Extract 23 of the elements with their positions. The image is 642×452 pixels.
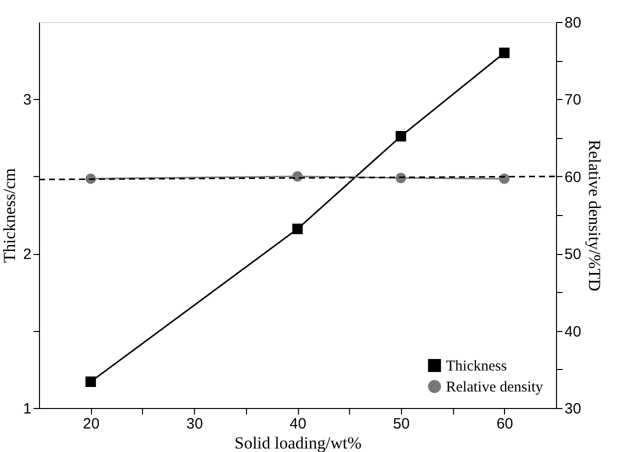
- y2-tick-label: 30: [564, 400, 582, 418]
- x-tick-label: 30: [186, 416, 203, 432]
- y-tick-label: 1: [23, 400, 32, 418]
- y-tick-label: 2: [23, 246, 32, 264]
- y-tick-label: 3: [23, 92, 32, 109]
- x-axis-title: Solid loading/wt%: [234, 434, 362, 452]
- y2-axis-title: Relative density/%TD: [585, 140, 604, 292]
- x-tick-label: 50: [393, 416, 410, 432]
- point: [499, 48, 510, 58]
- legend-label: Relative density: [446, 380, 544, 396]
- y2-tick-label: 40: [564, 323, 582, 340]
- x-tick-label: 60: [496, 416, 514, 432]
- x-tick-label: 20: [82, 416, 100, 432]
- x-tick-label: 40: [290, 416, 306, 432]
- point: [396, 131, 406, 142]
- point: [85, 376, 96, 387]
- y2-tick-label: 60: [564, 168, 582, 186]
- legend-label: Thickness: [446, 358, 507, 374]
- y-axis-title: Thickness/cm: [0, 168, 20, 263]
- y2-tick-label: 50: [564, 246, 582, 264]
- y2-tick-label: 80: [564, 14, 582, 32]
- y2-tick-label: 70: [564, 92, 582, 109]
- point: [292, 224, 303, 234]
